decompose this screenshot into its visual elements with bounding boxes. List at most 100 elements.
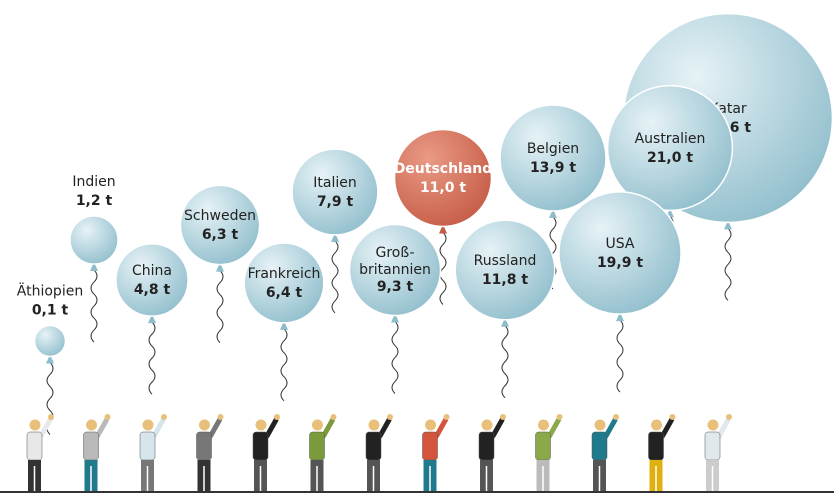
head: [86, 420, 97, 431]
head: [708, 420, 719, 431]
torso: [197, 432, 212, 460]
balloon-string: [725, 228, 731, 300]
person: [27, 414, 54, 491]
head: [199, 420, 210, 431]
arm: [437, 420, 446, 436]
arm: [493, 420, 502, 436]
country-label: Australien: [635, 131, 706, 147]
balloon: China 4,8 t: [116, 244, 188, 394]
balloon: Russland 11,8 t: [455, 220, 555, 398]
head: [369, 420, 380, 431]
balloon: Äthiopien 0,1 t: [17, 282, 83, 435]
torso: [649, 432, 664, 460]
balloon-body: [35, 326, 66, 357]
value-label: 9,3 t: [377, 279, 414, 295]
torso: [536, 432, 551, 460]
person: [197, 414, 224, 491]
balloon: Indien 1,2 t: [70, 174, 118, 342]
arm: [550, 420, 559, 436]
person: [253, 414, 280, 491]
balloon-body: [292, 149, 378, 235]
person: [479, 414, 506, 491]
hand: [726, 414, 732, 420]
balloon-string: [332, 241, 338, 313]
head: [482, 420, 493, 431]
balloon-body: [244, 243, 324, 323]
person: [366, 414, 393, 491]
person: [84, 414, 111, 491]
head: [256, 420, 267, 431]
value-label: 6,3 t: [202, 227, 239, 243]
people: [27, 414, 732, 491]
arm: [98, 420, 107, 436]
balloon-string: [91, 270, 97, 342]
balloon-body: [559, 192, 681, 314]
head: [143, 420, 154, 431]
head: [425, 420, 436, 431]
arm: [154, 420, 163, 436]
hand: [161, 414, 167, 420]
country-label: Äthiopien: [17, 282, 83, 300]
hand: [274, 414, 280, 420]
hand: [500, 414, 506, 420]
value-label: 19,9 t: [597, 255, 643, 271]
person: [592, 414, 619, 491]
person: [649, 414, 676, 491]
hand: [444, 414, 450, 420]
torso: [253, 432, 268, 460]
balloon-string: [502, 326, 508, 398]
value-label: 0,1 t: [32, 303, 69, 319]
hand: [613, 414, 619, 420]
person: [140, 414, 167, 491]
arm: [719, 420, 728, 436]
arm: [324, 420, 333, 436]
chart: Katar70,6 tAustralien21,0 tBelgien13,9 t…: [0, 0, 834, 495]
arm: [267, 420, 276, 436]
country-label: Belgien: [527, 141, 579, 157]
head: [538, 420, 549, 431]
balloon-string: [217, 271, 223, 343]
balloon-body: [70, 216, 118, 264]
hand: [105, 414, 111, 420]
value-label: 6,4 t: [266, 285, 303, 301]
country-label: Deutschland: [394, 161, 493, 177]
head: [651, 420, 662, 431]
country-label: Frankreich: [248, 266, 321, 282]
hand: [387, 414, 393, 420]
value-label: 1,2 t: [76, 193, 113, 209]
torso: [592, 432, 607, 460]
hand: [557, 414, 563, 420]
torso: [423, 432, 438, 460]
hand: [670, 414, 676, 420]
arm: [380, 420, 389, 436]
country-label: Indien: [72, 174, 115, 190]
value-label: 4,8 t: [134, 282, 171, 298]
person: [310, 414, 337, 491]
balloon: USA 19,9 t: [559, 192, 681, 392]
balloon: Schweden 6,3 t: [180, 185, 259, 342]
balloon-body: [180, 185, 259, 264]
arm: [663, 420, 672, 436]
country-label: Russland: [474, 253, 537, 269]
head: [312, 420, 323, 431]
country-label: Italien: [313, 175, 356, 191]
balloon: Frankreich 6,4 t: [244, 243, 324, 401]
value-label: 13,9 t: [530, 160, 576, 176]
torso: [705, 432, 720, 460]
value-label: 7,9 t: [317, 194, 354, 210]
value-label: 11,0 t: [420, 180, 466, 196]
country-label: USA: [606, 236, 635, 252]
balloon-string: [281, 329, 287, 401]
balloon-string: [392, 322, 398, 394]
hand: [48, 414, 54, 420]
torso: [27, 432, 42, 460]
hand: [331, 414, 337, 420]
country-label: Schweden: [184, 208, 256, 224]
value-label: 21,0 t: [647, 150, 693, 166]
country-label: China: [132, 263, 172, 279]
value-label: 11,8 t: [482, 272, 528, 288]
person: [423, 414, 450, 491]
balloon-body: [455, 220, 555, 320]
